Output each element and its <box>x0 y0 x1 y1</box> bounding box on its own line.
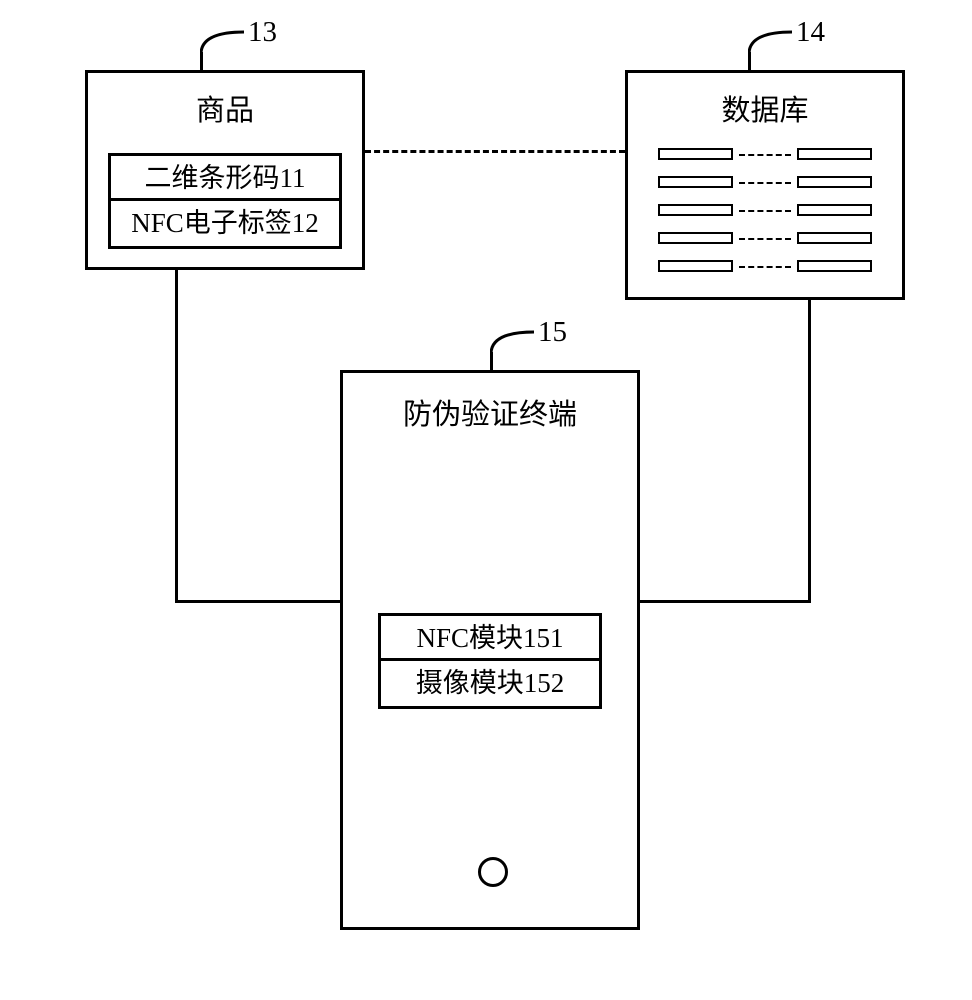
product-box: 商品 二维条形码11 NFC电子标签12 <box>85 70 365 270</box>
database-cell <box>797 176 872 188</box>
database-box: 数据库 <box>625 70 905 300</box>
database-row-dashes <box>739 210 791 212</box>
database-cell <box>658 148 733 160</box>
database-row <box>658 204 872 218</box>
connector-product-database <box>365 150 625 153</box>
connector-database-terminal-v <box>808 300 811 603</box>
database-title: 数据库 <box>628 87 902 129</box>
terminal-leader-curve <box>490 330 535 356</box>
database-row <box>658 260 872 274</box>
product-leader-curve <box>200 30 245 56</box>
terminal-box: 防伪验证终端 NFC模块151 摄像模块152 <box>340 370 640 930</box>
database-leader-curve <box>748 30 793 56</box>
database-cell <box>797 260 872 272</box>
database-cell <box>658 204 733 216</box>
database-cell <box>797 232 872 244</box>
database-cell <box>797 204 872 216</box>
terminal-sub-container: NFC模块151 摄像模块152 <box>378 613 602 709</box>
product-sub-container: 二维条形码11 NFC电子标签12 <box>108 153 342 249</box>
terminal-sub-camera: 摄像模块152 <box>378 661 602 709</box>
database-row <box>658 176 872 190</box>
database-cell <box>797 148 872 160</box>
database-row-dashes <box>739 154 791 156</box>
database-row <box>658 232 872 246</box>
database-cell <box>658 176 733 188</box>
diagram-canvas: 商品 二维条形码11 NFC电子标签12 13 数据库 <box>0 0 972 1000</box>
product-number: 13 <box>248 16 277 49</box>
product-sub-nfctag: NFC电子标签12 <box>108 201 342 249</box>
terminal-home-button-icon <box>478 857 508 887</box>
terminal-number: 15 <box>538 316 567 349</box>
database-cell <box>658 260 733 272</box>
database-number: 14 <box>796 16 825 49</box>
terminal-sub-nfc: NFC模块151 <box>378 613 602 661</box>
database-cell <box>658 232 733 244</box>
connector-product-terminal-h <box>175 600 340 603</box>
product-sub-barcode: 二维条形码11 <box>108 153 342 201</box>
terminal-title: 防伪验证终端 <box>343 391 637 433</box>
connector-product-terminal-v <box>175 270 178 603</box>
database-row <box>658 148 872 162</box>
product-title: 商品 <box>88 87 362 129</box>
connector-database-terminal-h <box>640 600 811 603</box>
database-row-dashes <box>739 182 791 184</box>
database-row-dashes <box>739 238 791 240</box>
database-row-dashes <box>739 266 791 268</box>
